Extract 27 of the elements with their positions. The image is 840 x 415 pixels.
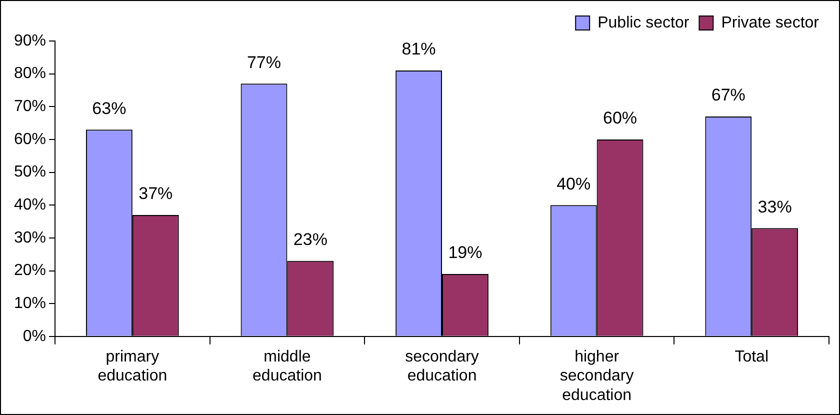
y-tick-label: 80% [14, 65, 46, 82]
legend-label: Public sector [598, 14, 690, 32]
data-label: 60% [603, 108, 638, 128]
y-tick-label: 20% [14, 262, 46, 280]
x-tick-label: primary education [98, 348, 168, 385]
data-label: 67% [711, 86, 746, 105]
y-tick-label: 60% [14, 130, 46, 148]
x-tick-label: middle education [252, 348, 322, 385]
data-label: 63% [92, 98, 126, 118]
x-tick-label: Total [734, 348, 768, 366]
y-tick-label: 50% [14, 164, 46, 181]
legend-label: Private sector [721, 14, 820, 32]
y-tick-label: 70% [14, 98, 46, 116]
y-tick-label: 10% [14, 294, 46, 312]
x-tick-label: secondary education [405, 348, 479, 385]
data-label: 40% [556, 174, 591, 194]
y-tick-label: 90% [14, 32, 46, 50]
y-tick-label: 0% [22, 328, 46, 345]
data-label: 77% [246, 52, 282, 72]
data-label: 33% [758, 197, 792, 216]
data-label: 37% [138, 184, 173, 204]
x-tick-label: higher secondary education [560, 348, 634, 404]
data-label: 81% [402, 40, 436, 59]
y-tick-label: 40% [14, 196, 46, 214]
y-tick-label: 30% [14, 229, 46, 246]
data-label: 23% [293, 230, 328, 250]
data-label: 19% [448, 243, 482, 262]
